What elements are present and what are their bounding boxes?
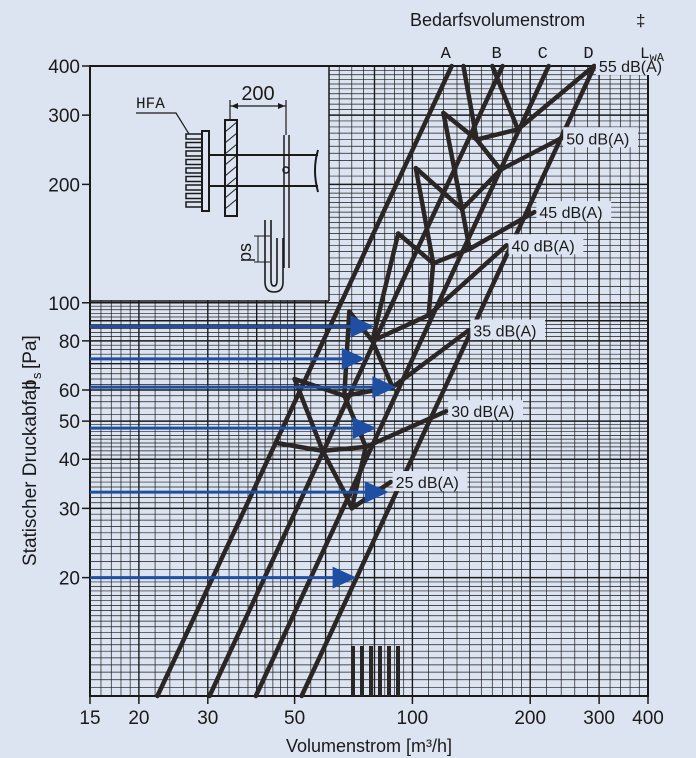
sound-level-label-bg bbox=[595, 55, 671, 75]
x-tick-label: 400 bbox=[632, 708, 664, 729]
sound-level-label: 50 dB(A) bbox=[566, 131, 629, 148]
sound-level-label: 25 dB(A) bbox=[396, 475, 459, 492]
inset-diagram: 200 HFA ps bbox=[90, 66, 330, 302]
y-axis-symbol: p bbox=[20, 379, 41, 390]
sound-level-label: 30 dB(A) bbox=[451, 404, 514, 421]
x-tick-label: 200 bbox=[514, 708, 546, 729]
y-tick-label: 100 bbox=[48, 294, 80, 315]
sound-level-label: 40 dB(A) bbox=[512, 238, 575, 255]
flow-arrow-head bbox=[350, 315, 375, 338]
wall-hatch bbox=[224, 132, 238, 144]
x-tick-label: 50 bbox=[284, 708, 305, 729]
sound-level-label-bg bbox=[536, 201, 612, 222]
top-label: Bedarfsvolumenstrom bbox=[410, 10, 585, 30]
flow-arrow-head bbox=[332, 566, 357, 589]
dimension-label: 200 bbox=[241, 83, 274, 105]
connector-line bbox=[441, 110, 465, 212]
y-axis-label: Statischer Druckabfall bbox=[20, 381, 41, 566]
probe-tube bbox=[283, 135, 290, 268]
y-tick-label: 30 bbox=[59, 499, 80, 520]
wall-hatch bbox=[224, 198, 238, 210]
flow-arrow-head bbox=[352, 417, 377, 440]
curves bbox=[155, 63, 597, 699]
y-tick-label: 60 bbox=[59, 381, 80, 402]
hfa-leader bbox=[136, 112, 190, 135]
sound-level-label-bg bbox=[563, 127, 638, 148]
sound-level-label: 55 dB(A) bbox=[599, 59, 662, 76]
series-label-b: B bbox=[491, 45, 501, 64]
wall-hatch bbox=[224, 121, 238, 133]
duct bbox=[209, 149, 319, 193]
sound-level-line bbox=[413, 136, 564, 212]
series-label-d: D bbox=[583, 45, 593, 64]
y-tick-label: 200 bbox=[48, 175, 80, 196]
connector-line bbox=[426, 261, 436, 318]
wall-hatch bbox=[224, 154, 238, 166]
series-label-c: C bbox=[538, 45, 548, 64]
flow-arrow-head bbox=[364, 481, 389, 504]
lwa-subscript: wA bbox=[650, 51, 665, 65]
sound-level-label-bg bbox=[448, 400, 523, 421]
x-tick-label: 100 bbox=[397, 708, 429, 729]
series-label-a: A bbox=[441, 45, 452, 64]
series-line-d bbox=[299, 63, 597, 699]
y-tick-label: 20 bbox=[59, 569, 80, 590]
sound-level-label-bg bbox=[392, 471, 468, 492]
connector-line bbox=[292, 376, 325, 454]
wall-hatch bbox=[224, 143, 238, 155]
sound-level-label-bg bbox=[470, 319, 546, 340]
wall bbox=[224, 119, 238, 217]
sound-level-line bbox=[441, 63, 597, 142]
arrows bbox=[90, 315, 397, 589]
x-tick-label: 300 bbox=[583, 708, 615, 729]
top-symbol: ‡ bbox=[636, 11, 645, 30]
flow-arrow-head bbox=[372, 376, 397, 399]
y-tick-label: 80 bbox=[59, 332, 80, 353]
wall-hatch bbox=[224, 187, 238, 199]
connector-line bbox=[461, 63, 479, 142]
manometer bbox=[264, 220, 284, 293]
hfa-label: HFA bbox=[136, 95, 165, 113]
y-tick-label: 50 bbox=[59, 412, 80, 433]
connector-line bbox=[490, 63, 521, 132]
sound-level-line bbox=[274, 408, 449, 454]
sound-level-label-bg bbox=[508, 234, 584, 255]
ps-label: ps bbox=[235, 243, 255, 262]
labels: 15 20 30 50 100 200 300 400 20 30 40 50 60 80 100 200 30… bbox=[48, 45, 671, 729]
connector-line bbox=[413, 165, 436, 266]
diffuser-plate bbox=[201, 130, 210, 212]
x-tick-label: 20 bbox=[128, 708, 149, 729]
flow-arrow-head bbox=[341, 347, 366, 370]
y-axis-title: Statischer Druckabfall p s [Pa] bbox=[20, 335, 44, 566]
sound-level-line bbox=[395, 209, 537, 266]
x-axis-label: Volumenstrom [m³/h] bbox=[286, 736, 452, 756]
connector-line bbox=[320, 448, 347, 495]
wall-hatch bbox=[224, 165, 238, 177]
y-tick-label: 300 bbox=[48, 106, 80, 127]
y-tick-label: 400 bbox=[48, 57, 80, 78]
connector-line bbox=[459, 206, 472, 252]
y-axis-subscript: s bbox=[29, 372, 44, 379]
connector-line bbox=[474, 137, 503, 172]
x-tick-label: 30 bbox=[197, 708, 218, 729]
connector-line bbox=[370, 231, 401, 344]
sound-level-label: 35 dB(A) bbox=[473, 324, 536, 341]
lwa-symbol: L bbox=[640, 45, 650, 63]
y-tick-label: 40 bbox=[59, 450, 80, 471]
connector-line bbox=[370, 338, 395, 390]
connector-line bbox=[349, 444, 369, 511]
y-axis-unit: [Pa] bbox=[20, 335, 41, 369]
lwa-label: LwA bbox=[640, 45, 665, 65]
sound-level-label: 45 dB(A) bbox=[539, 205, 602, 222]
x-tick-label: 15 bbox=[79, 708, 100, 729]
